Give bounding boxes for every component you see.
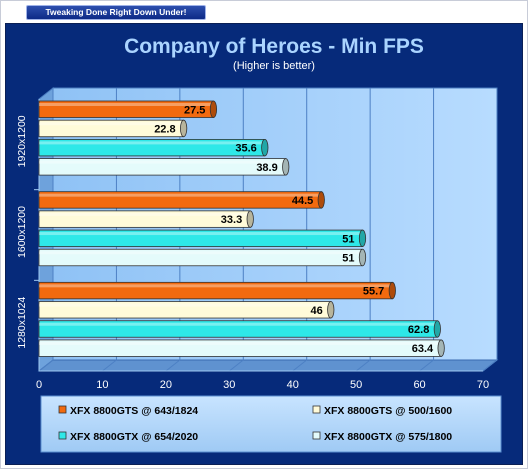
bar-highlight bbox=[39, 341, 440, 345]
x-tick-label: 20 bbox=[160, 379, 172, 391]
bar-end-cap bbox=[317, 191, 325, 209]
x-gridline-floor bbox=[102, 359, 117, 372]
x-gridline-floor bbox=[292, 359, 308, 372]
legend-swatch bbox=[58, 405, 67, 414]
bar-value-label: 33.3 bbox=[221, 214, 242, 226]
legend-swatch bbox=[312, 405, 321, 414]
x-gridline-floor bbox=[38, 359, 54, 372]
bar-end-cap bbox=[282, 158, 290, 176]
bar-highlight bbox=[39, 160, 284, 164]
legend-label: XFX 8800GTS @ 643/1824 bbox=[70, 405, 198, 417]
bar-value-label: 38.9 bbox=[256, 162, 277, 174]
legend-swatch bbox=[312, 431, 321, 440]
category-label: 1600x1200 bbox=[16, 206, 28, 258]
bar-highlight bbox=[39, 322, 436, 326]
bar-value-label: 63.4 bbox=[412, 343, 434, 355]
bar-highlight bbox=[39, 284, 391, 288]
x-gridline-floor bbox=[482, 359, 498, 372]
bar-value-label: 51 bbox=[342, 253, 354, 265]
chart-title: Company of Heroes - Min FPS bbox=[124, 35, 424, 58]
legend-label: XFX 8800GTX @ 575/1800 bbox=[324, 431, 452, 443]
legend-label: XFX 8800GTX @ 654/2020 bbox=[70, 431, 198, 443]
bar-highlight bbox=[39, 193, 320, 197]
bar-end-cap bbox=[261, 138, 269, 157]
bar-end-cap bbox=[388, 281, 396, 300]
bar-highlight bbox=[39, 251, 361, 255]
x-gridline-floor bbox=[228, 359, 244, 372]
bar-value-label: 46 bbox=[311, 305, 323, 317]
x-tick-label: 50 bbox=[350, 379, 362, 391]
bar-end-cap bbox=[327, 301, 335, 319]
x-gridline-floor bbox=[419, 359, 434, 372]
bar-end-cap bbox=[246, 210, 254, 228]
x-gridline-floor bbox=[165, 359, 181, 372]
x-tick-label: 70 bbox=[477, 379, 489, 391]
bar-highlight bbox=[39, 212, 249, 216]
bar-value-label: 27.5 bbox=[184, 104, 205, 116]
bar-value-label: 62.8 bbox=[408, 324, 429, 336]
chart-subtitle: (Higher is better) bbox=[233, 60, 315, 72]
bar-highlight bbox=[39, 303, 329, 307]
bar-end-cap bbox=[358, 229, 367, 247]
bar-highlight bbox=[39, 122, 182, 126]
x-gridline-floor bbox=[355, 359, 371, 372]
bar-end-cap bbox=[358, 248, 367, 267]
legend-swatch bbox=[58, 431, 67, 440]
bar-value-label: 35.6 bbox=[235, 143, 256, 155]
bar-value-label: 44.5 bbox=[292, 195, 313, 207]
x-tick-label: 30 bbox=[223, 379, 235, 391]
category-label: 1920x1200 bbox=[16, 115, 28, 167]
bar-highlight bbox=[39, 103, 212, 106]
plot-floor bbox=[37, 359, 499, 372]
bar-value-label: 55.7 bbox=[363, 286, 384, 298]
bar-highlight bbox=[39, 141, 263, 145]
category-label: 1280x1024 bbox=[16, 297, 28, 349]
bar-end-cap bbox=[209, 100, 218, 118]
x-tick-label: 60 bbox=[413, 379, 425, 391]
legend-label: XFX 8800GTS @ 500/1600 bbox=[324, 405, 452, 417]
bar-end-cap bbox=[433, 320, 441, 338]
site-banner: Tweaking Done Right Down Under! bbox=[26, 5, 206, 20]
bar-end-cap bbox=[180, 119, 188, 138]
bar-end-cap bbox=[437, 339, 445, 357]
x-tick-label: 0 bbox=[36, 379, 42, 391]
x-tick-label: 10 bbox=[96, 379, 108, 391]
bar-highlight bbox=[39, 232, 361, 236]
bar-value-label: 51 bbox=[342, 233, 354, 245]
legend-box bbox=[40, 395, 502, 453]
x-tick-label: 40 bbox=[287, 379, 299, 391]
bar-value-label: 22.8 bbox=[154, 123, 175, 135]
